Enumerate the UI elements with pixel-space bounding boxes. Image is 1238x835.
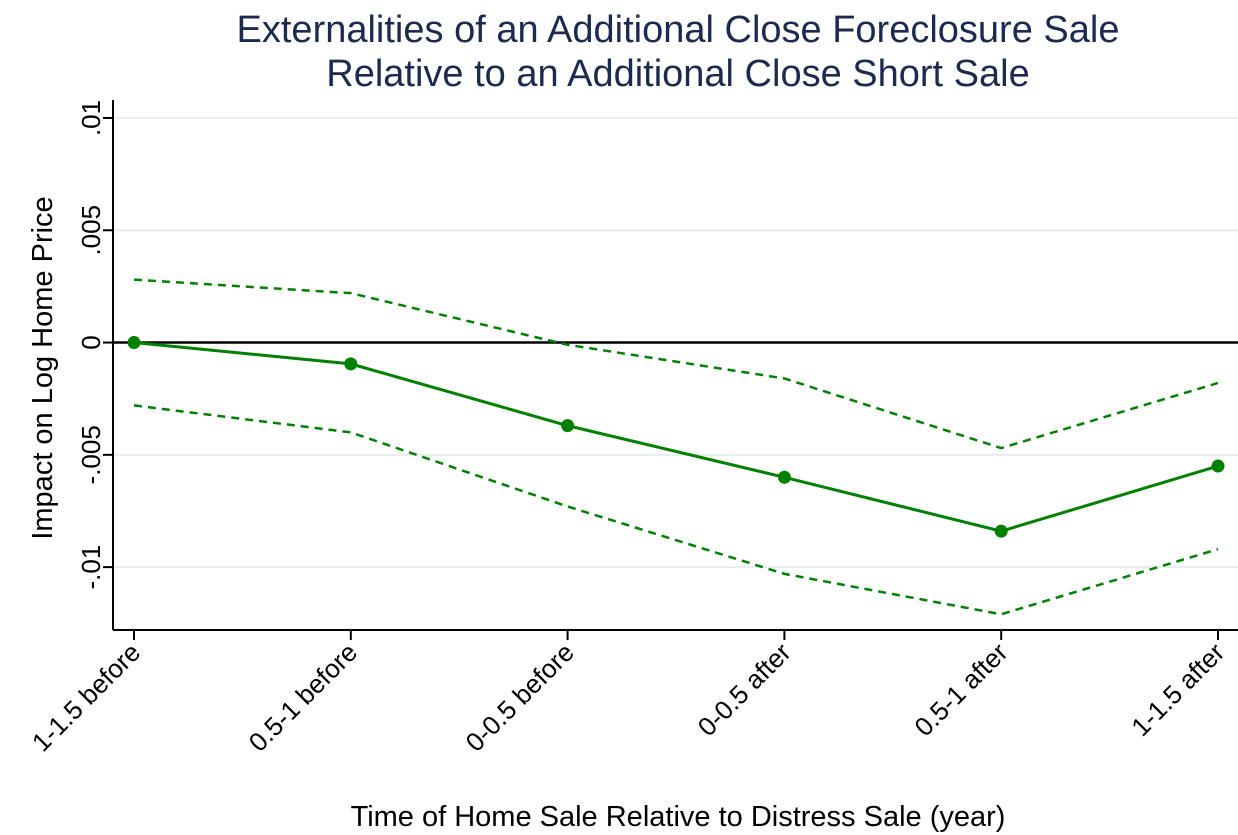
axes — [112, 100, 1238, 631]
x-axis-title: Time of Home Sale Relative to Distress S… — [351, 801, 1006, 833]
x-tick-label-1: 0.5-1 before — [243, 637, 363, 757]
chart-title: Externalities of an Additional Close For… — [237, 9, 1120, 51]
series — [127, 278, 1225, 616]
y-tick-label-3: .005 — [76, 205, 106, 256]
x-tick-label-4: 0.5-1 after — [908, 637, 1013, 742]
y-axis-title: Impact on Log Home Price — [27, 196, 59, 539]
x-tick-label-5: 1-1.5 after — [1125, 637, 1230, 742]
x-tick-labels: 1-1.5 before 0.5-1 before 0-0.5 before 0-0.… — [26, 630, 1230, 757]
point-estimate-2 — [561, 419, 575, 433]
grid-lines — [113, 116, 1238, 569]
x-tick-label-2: 0-0.5 before — [459, 637, 579, 757]
point-estimate-5 — [1211, 459, 1225, 473]
series-line-estimate — [133, 341, 1219, 533]
series-line-lower — [133, 404, 1219, 616]
point-estimate-4 — [994, 524, 1008, 538]
y-tick-label-2: 0 — [76, 335, 106, 349]
point-estimate-0 — [127, 336, 141, 350]
chart-subtitle: Relative to an Additional Close Short Sa… — [326, 53, 1029, 95]
x-tick-label-3: 0-0.5 after — [692, 637, 797, 742]
y-tick-labels: -.01 -.005 0 .005 .01 — [76, 100, 113, 590]
y-tick-label-1: -.005 — [76, 425, 106, 484]
y-tick-label-0: -.01 — [76, 545, 106, 590]
series-line-upper — [133, 278, 1219, 450]
y-tick-label-4: .01 — [76, 100, 106, 136]
point-estimate-1 — [344, 357, 358, 371]
point-estimate-3 — [777, 470, 791, 484]
x-tick-label-0: 1-1.5 before — [26, 637, 146, 757]
